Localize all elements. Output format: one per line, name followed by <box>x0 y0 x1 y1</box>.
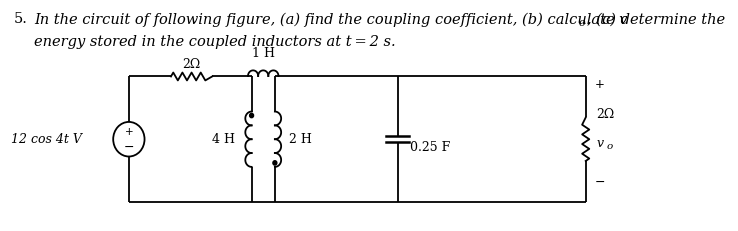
Text: −: − <box>124 140 134 153</box>
Text: 2 H: 2 H <box>289 133 312 146</box>
Circle shape <box>249 113 254 118</box>
Text: o: o <box>579 18 585 28</box>
Text: 4 H: 4 H <box>213 133 235 146</box>
Text: 5.: 5. <box>14 12 28 26</box>
Text: +: + <box>595 78 604 91</box>
Circle shape <box>273 161 277 165</box>
Text: −: − <box>595 176 605 189</box>
Text: In the circuit of following figure, (a) find the coupling coefficient, (b) calcu: In the circuit of following figure, (a) … <box>34 12 627 27</box>
Text: v: v <box>596 137 604 150</box>
Text: , (c) determine the: , (c) determine the <box>587 12 725 26</box>
Text: o: o <box>607 142 613 151</box>
Text: 1 H: 1 H <box>252 47 275 60</box>
Text: +: + <box>125 127 133 137</box>
Text: energy stored in the coupled inductors at t = 2 s.: energy stored in the coupled inductors a… <box>34 35 396 49</box>
Text: 12 cos 4t V: 12 cos 4t V <box>11 133 83 146</box>
Text: 2Ω: 2Ω <box>596 108 615 121</box>
Text: 2Ω: 2Ω <box>182 58 201 70</box>
Text: 0.25 F: 0.25 F <box>410 141 450 154</box>
